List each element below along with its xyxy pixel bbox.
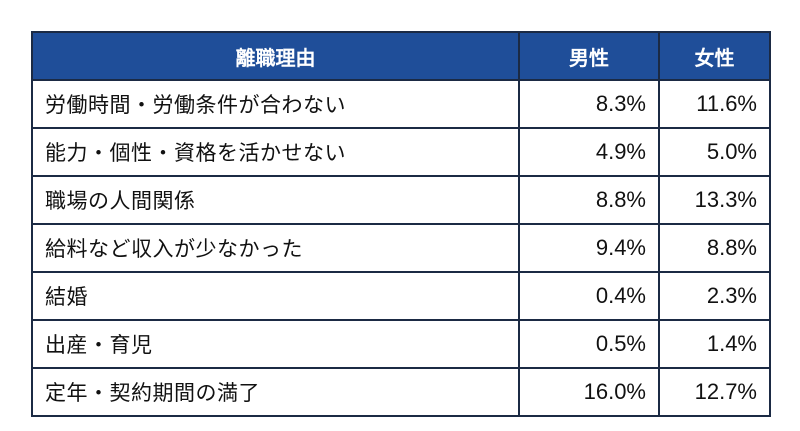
cell-female-value: 2.3%: [658, 271, 771, 321]
table-row: 結婚 0.4% 2.3%: [31, 271, 771, 321]
cell-male-value: 4.9%: [518, 127, 660, 177]
cell-male-value: 16.0%: [518, 367, 660, 417]
cell-male-value: 8.3%: [518, 79, 660, 129]
table-row: 能力・個性・資格を活かせない 4.9% 5.0%: [31, 127, 771, 177]
table-row: 出産・育児 0.5% 1.4%: [31, 319, 771, 369]
cell-reason: 能力・個性・資格を活かせない: [31, 127, 520, 177]
column-header-reason: 離職理由: [31, 31, 520, 81]
cell-reason: 定年・契約期間の満了: [31, 367, 520, 417]
cell-female-value: 12.7%: [658, 367, 771, 417]
table-row: 労働時間・労働条件が合わない 8.3% 11.6%: [31, 79, 771, 129]
cell-female-value: 13.3%: [658, 175, 771, 225]
cell-female-value: 11.6%: [658, 79, 771, 129]
turnover-reasons-table: 離職理由 男性 女性 労働時間・労働条件が合わない 8.3% 11.6% 能力・個性・…: [31, 31, 771, 417]
cell-female-value: 1.4%: [658, 319, 771, 369]
table-row: 定年・契約期間の満了 16.0% 12.7%: [31, 367, 771, 417]
cell-reason: 職場の人間関係: [31, 175, 520, 225]
cell-male-value: 9.4%: [518, 223, 660, 273]
cell-reason: 労働時間・労働条件が合わない: [31, 79, 520, 129]
table-row: 職場の人間関係 8.8% 13.3%: [31, 175, 771, 225]
column-header-male: 男性: [518, 31, 660, 81]
cell-reason: 給料など収入が少なかった: [31, 223, 520, 273]
cell-female-value: 8.8%: [658, 223, 771, 273]
cell-reason: 出産・育児: [31, 319, 520, 369]
cell-male-value: 0.5%: [518, 319, 660, 369]
cell-male-value: 0.4%: [518, 271, 660, 321]
table-row: 給料など収入が少なかった 9.4% 8.8%: [31, 223, 771, 273]
table-body: 労働時間・労働条件が合わない 8.3% 11.6% 能力・個性・資格を活かせない 4.9…: [31, 79, 771, 417]
cell-female-value: 5.0%: [658, 127, 771, 177]
cell-reason: 結婚: [31, 271, 520, 321]
turnover-reasons-table-container: 離職理由 男性 女性 労働時間・労働条件が合わない 8.3% 11.6% 能力・個性・…: [31, 31, 771, 417]
cell-male-value: 8.8%: [518, 175, 660, 225]
column-header-female: 女性: [658, 31, 771, 81]
table-header-row: 離職理由 男性 女性: [31, 31, 771, 81]
